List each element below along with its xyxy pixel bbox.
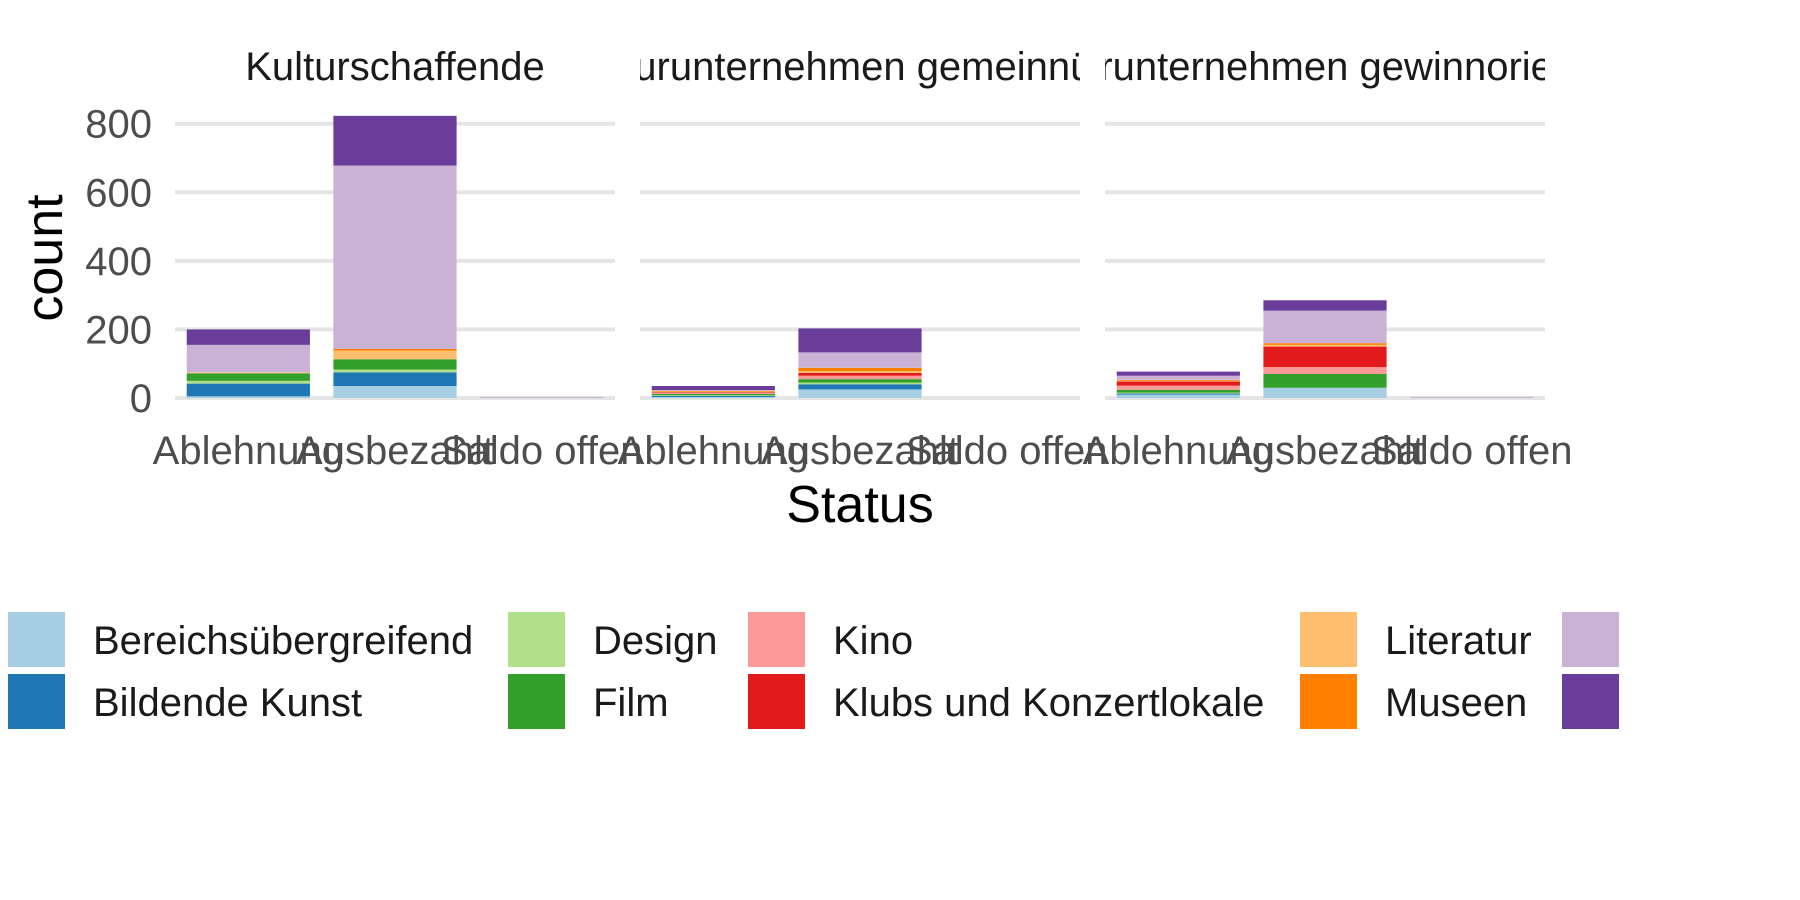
- bar-segment: [651, 391, 775, 393]
- bar-segment: [651, 393, 775, 396]
- bar-segment: [798, 328, 922, 353]
- bar-segment: [333, 372, 457, 386]
- bar-segment: [186, 380, 310, 384]
- x-tick-label: Ausbezahlt: [761, 429, 959, 473]
- bar-segment: [1116, 379, 1240, 381]
- y-tick-label: 800: [85, 103, 152, 147]
- bar-segment: [1410, 396, 1534, 398]
- bar-segment: [651, 390, 775, 392]
- bar-segment: [1116, 371, 1240, 376]
- legend-swatch: [748, 674, 805, 729]
- legend-swatch: [1562, 612, 1619, 667]
- bar-segment: [1263, 367, 1387, 374]
- x-tick-label: Ablehnung: [618, 429, 809, 473]
- x-tick-label: Ablehnung: [1083, 429, 1274, 473]
- bar-segment: [798, 371, 922, 373]
- x-tick-label: Saldo offen: [906, 429, 1108, 473]
- legend-swatch: [1562, 674, 1619, 729]
- legend-label: Kino: [833, 619, 913, 663]
- bars: [186, 115, 1534, 398]
- facet-titles: Kulturschaffende Kulturunternehmen gemei…: [245, 45, 1642, 89]
- y-axis-title: count: [16, 194, 74, 322]
- y-tick-label: 200: [85, 308, 152, 352]
- bar-segment: [651, 386, 775, 391]
- bar-segment: [1263, 300, 1387, 311]
- bar-segment: [798, 352, 922, 368]
- y-axis-ticks: 0 200 400 600 800: [85, 103, 152, 421]
- bar-segment: [186, 344, 310, 373]
- bar-segment: [1116, 381, 1240, 386]
- y-tick-label: 600: [85, 171, 152, 215]
- bar-segment: [651, 396, 775, 398]
- bar-segment: [1116, 375, 1240, 380]
- x-tick-label: Saldo offen: [1371, 429, 1573, 473]
- y-tick-label: 400: [85, 240, 152, 284]
- legend-swatch: [508, 674, 565, 729]
- legend-label: Bereichsübergreifend: [93, 619, 473, 663]
- bar-segment: [1116, 394, 1240, 398]
- bar-segment: [186, 372, 310, 374]
- bar-segment: [798, 382, 922, 385]
- facet-title-2: Kulturunternehmen gewinnorientiert: [1008, 45, 1642, 89]
- bar-segment: [1116, 380, 1240, 382]
- bar-segment: [798, 379, 922, 383]
- legend-label: Klubs und Konzertlokale: [833, 681, 1264, 725]
- bar-segment: [1116, 389, 1240, 393]
- bar-segment: [798, 372, 922, 376]
- legend-swatch: [1300, 612, 1357, 667]
- legend: Bereichsübergreifend Bildende Kunst Design…: [8, 612, 1619, 729]
- bar-segment: [651, 390, 775, 391]
- facet-title-1: Kulturunternehmen gemeinnützig: [565, 45, 1154, 89]
- bar-segment: [651, 395, 775, 397]
- bar-segment: [186, 383, 310, 397]
- bar-segment: [1263, 343, 1387, 345]
- bar-segment: [651, 392, 775, 393]
- bar-segment: [798, 367, 922, 372]
- bar-segment: [480, 396, 604, 398]
- x-axis-title: Status: [786, 476, 933, 534]
- legend-label: Film: [593, 681, 669, 725]
- x-tick-label: Ausbezahlt: [1226, 429, 1424, 473]
- legend-swatch: [8, 674, 65, 729]
- bar-segment: [186, 396, 310, 398]
- legend-label: Bildende Kunst: [93, 681, 362, 725]
- bar-segment: [1116, 392, 1240, 394]
- bar-segment: [1263, 310, 1387, 344]
- bar-segment: [1263, 387, 1387, 398]
- legend-swatch: [8, 612, 65, 667]
- legend-swatch: [508, 612, 565, 667]
- bar-segment: [651, 392, 775, 394]
- x-tick-label: Ablehnung: [153, 429, 344, 473]
- y-tick-label: 0: [130, 377, 152, 421]
- legend-label: Design: [593, 619, 718, 663]
- x-tick-label: Saldo offen: [441, 429, 643, 473]
- bar-segment: [333, 350, 457, 360]
- legend-swatch: [1300, 674, 1357, 729]
- bar-segment: [1116, 393, 1240, 395]
- bar-segment: [186, 373, 310, 381]
- bar-segment: [798, 375, 922, 380]
- legend-label: Literatur: [1385, 619, 1532, 663]
- bar-segment: [798, 389, 922, 398]
- bar-segment: [333, 348, 457, 351]
- bar-segment: [1263, 374, 1387, 388]
- bar-segment: [333, 165, 457, 349]
- legend-label: Museen: [1385, 681, 1527, 725]
- x-tick-label: Ausbezahlt: [296, 429, 494, 473]
- bar-segment: [333, 386, 457, 398]
- bar-segment: [1263, 346, 1387, 368]
- bar-segment: [186, 329, 310, 345]
- bar-segment: [1116, 385, 1240, 390]
- bar-segment: [333, 115, 457, 166]
- bar-segment: [1263, 344, 1387, 347]
- bar-segment: [651, 395, 775, 396]
- bar-segment: [798, 384, 922, 390]
- bar-segment: [333, 369, 457, 373]
- legend-swatch: [748, 612, 805, 667]
- facet-title-0: Kulturschaffende: [245, 45, 544, 89]
- bar-segment: [333, 359, 457, 370]
